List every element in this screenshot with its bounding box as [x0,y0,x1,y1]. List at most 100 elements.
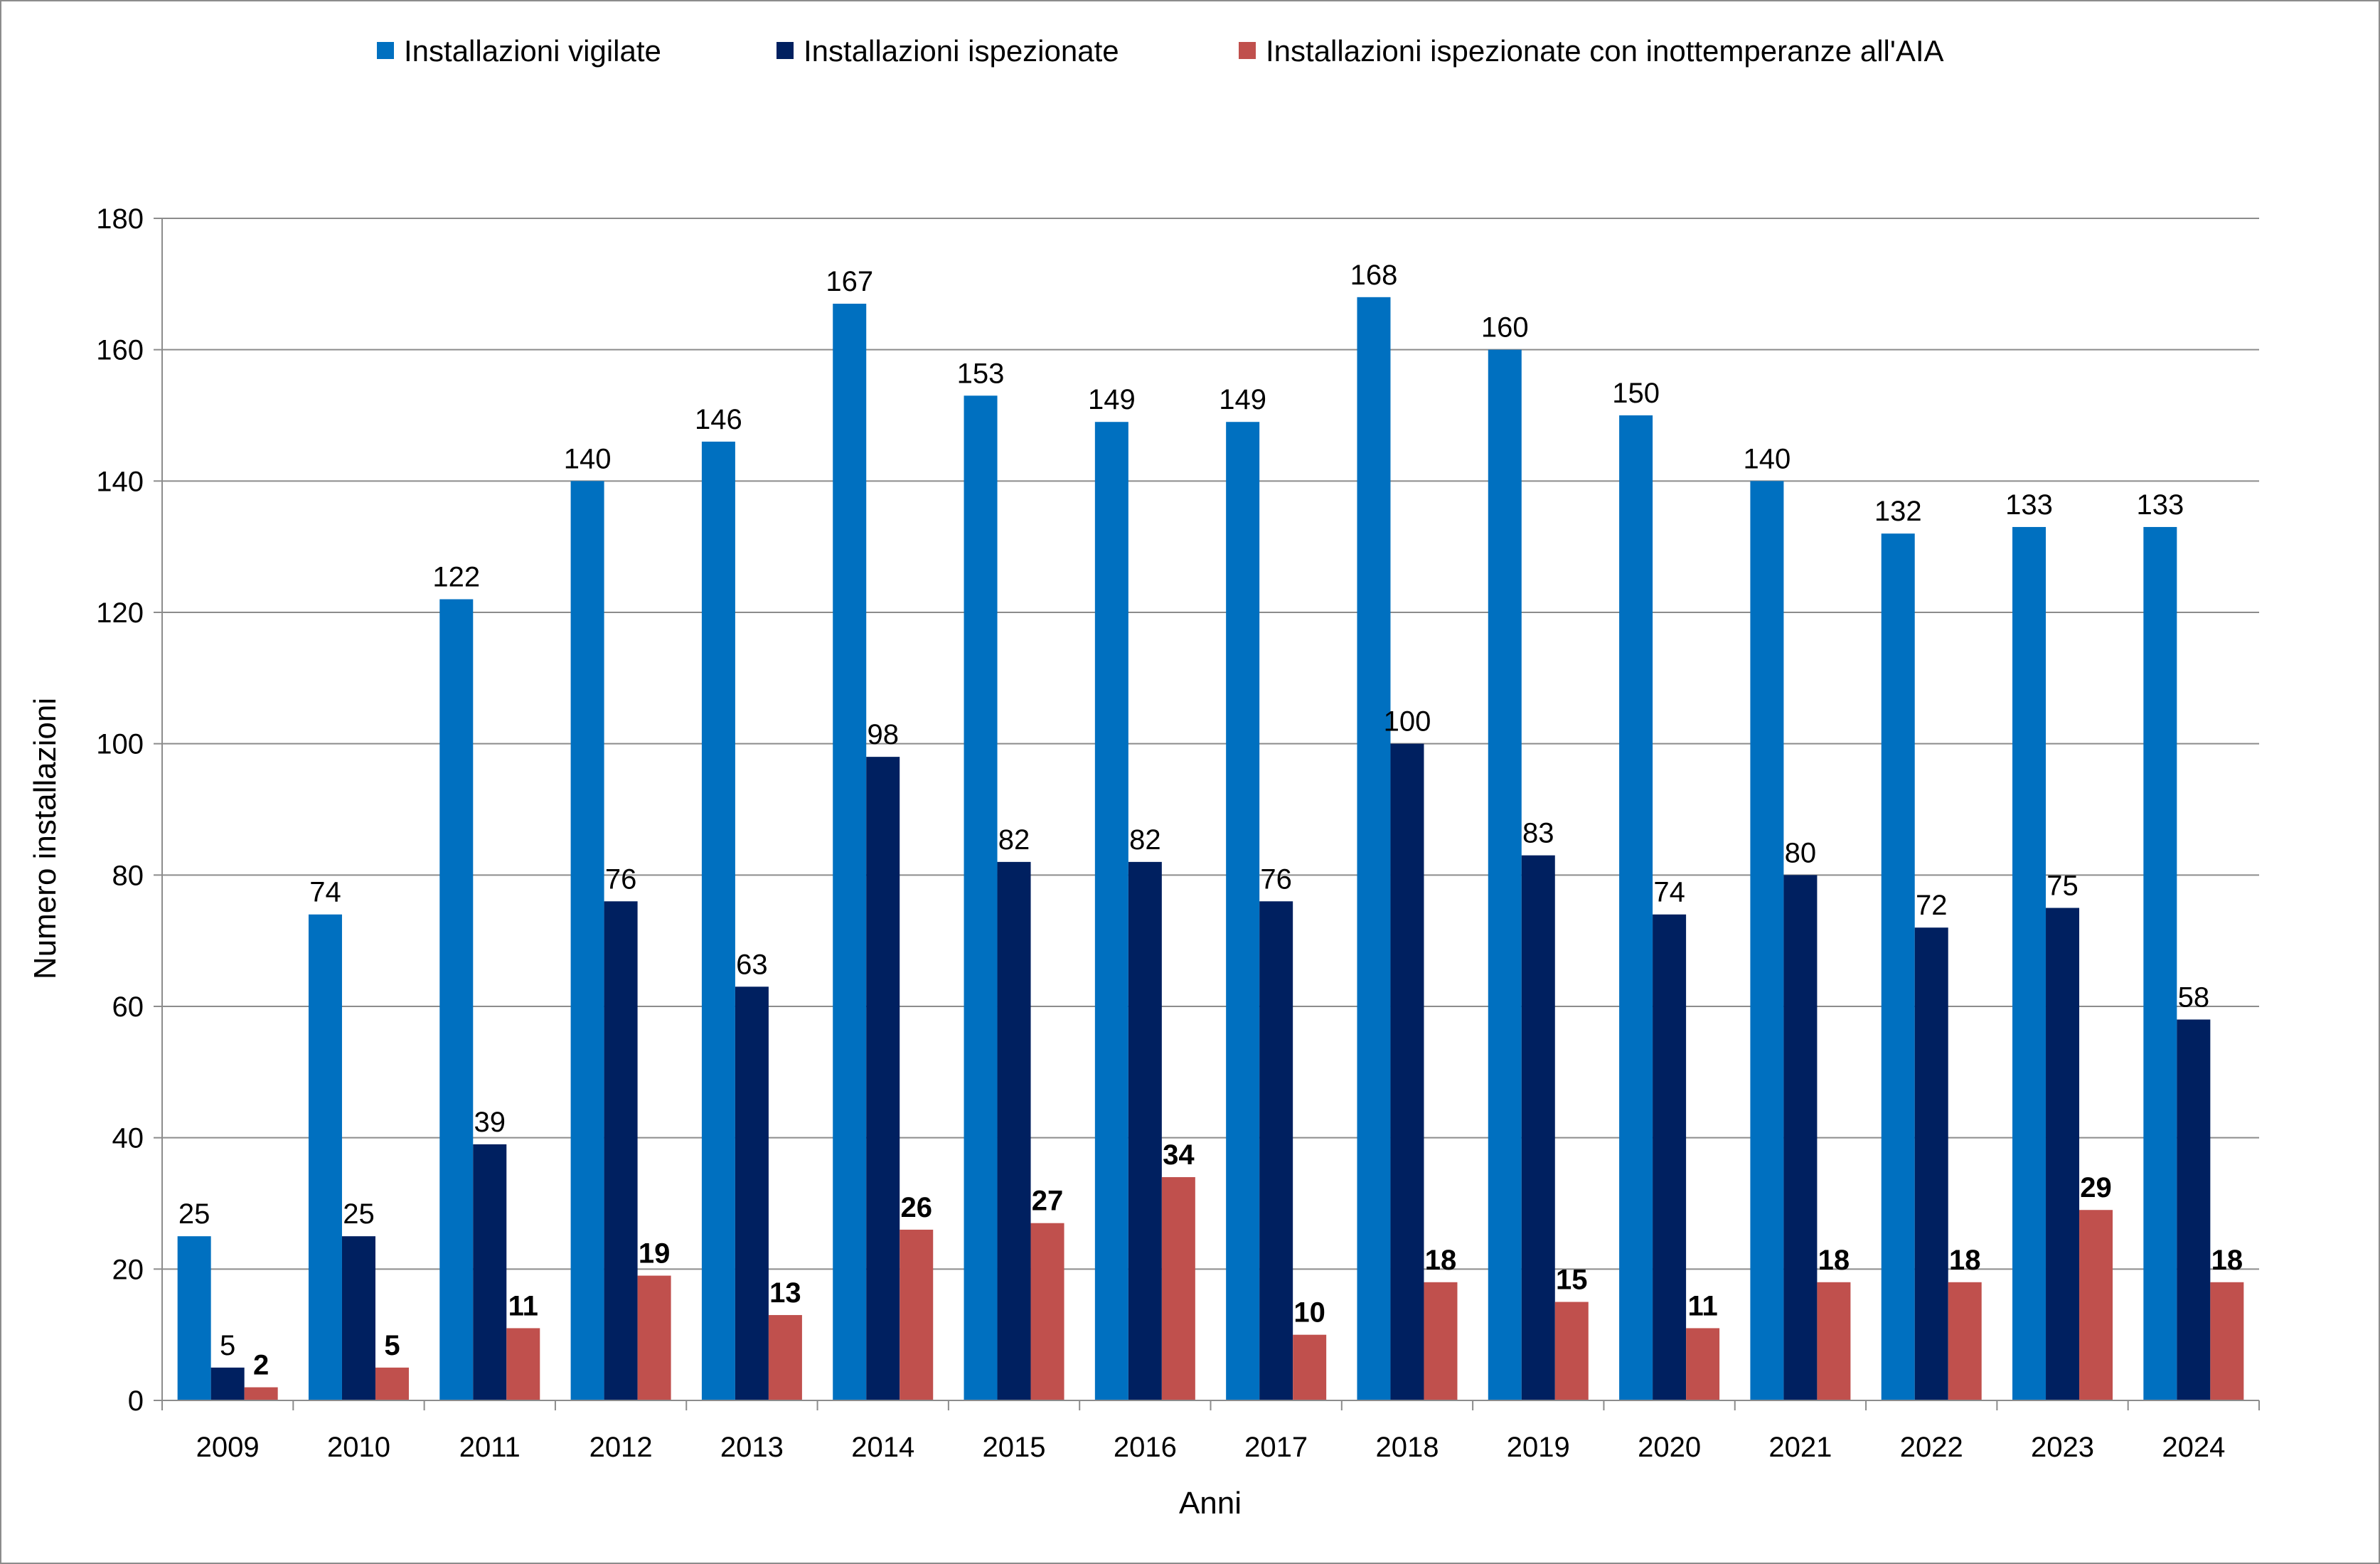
data-label-installazioni-ispezionate-con-inottemperanze-all-aia-2020: 11 [1687,1290,1717,1321]
data-label-installazioni-ispezionate-con-inottemperanze-all-aia-2013: 13 [769,1277,801,1309]
bar-installazioni-ispezionate-con-inottemperanze-all-aia-2019 [1554,1302,1589,1400]
data-labels: 2552742551223911140761914663131679826153… [178,260,2243,1381]
bar-installazioni-ispezionate-2012 [604,901,638,1400]
bar-installazioni-ispezionate-2015 [997,861,1031,1400]
x-axis-title: Anni [1179,1486,1242,1521]
data-label-installazioni-ispezionate-con-inottemperanze-all-aia-2024: 18 [2211,1245,2243,1276]
y-tick-label: 60 [112,991,144,1023]
legend-swatch-inottemperanze [1239,42,1256,59]
bar-installazioni-ispezionate-2019 [1521,855,1555,1400]
bar-installazioni-ispezionate-2017 [1259,901,1293,1400]
data-label-installazioni-ispezionate-2009: 5 [220,1330,235,1361]
x-tick-label-2017: 2017 [1244,1432,1308,1463]
bar-installazioni-vigilate-2010 [308,914,342,1400]
bar-installazioni-vigilate-2014 [833,304,867,1400]
x-tick-label-2020: 2020 [1638,1432,1701,1463]
x-tick-label-2009: 2009 [196,1432,260,1463]
bar-installazioni-ispezionate-2013 [735,986,769,1400]
data-label-installazioni-ispezionate-2024: 58 [2178,982,2210,1013]
legend-swatch-ispezionate [777,42,794,59]
bar-installazioni-vigilate-2019 [1488,349,1522,1401]
y-tick-label: 80 [112,860,144,891]
x-tick-label-2010: 2010 [327,1432,390,1463]
data-label-installazioni-vigilate-2018: 168 [1350,260,1398,291]
bar-installazioni-ispezionate-2009 [210,1367,245,1400]
bar-installazioni-ispezionate-con-inottemperanze-all-aia-2023 [2079,1210,2113,1400]
bar-installazioni-vigilate-2015 [964,395,998,1400]
data-label-installazioni-ispezionate-2023: 75 [2047,871,2079,902]
x-tick-label-2014: 2014 [851,1432,914,1463]
bar-installazioni-ispezionate-con-inottemperanze-all-aia-2013 [768,1314,802,1400]
data-label-installazioni-vigilate-2024: 133 [2136,489,2184,521]
bar-installazioni-ispezionate-2020 [1653,914,1687,1400]
data-label-installazioni-ispezionate-con-inottemperanze-all-aia-2011: 11 [508,1290,538,1321]
bar-installazioni-ispezionate-con-inottemperanze-all-aia-2017 [1293,1334,1327,1400]
bar-installazioni-ispezionate-con-inottemperanze-all-aia-2016 [1161,1177,1195,1400]
legend-swatch-vigilate [377,42,394,59]
data-label-installazioni-vigilate-2010: 74 [309,877,341,908]
data-label-installazioni-ispezionate-con-inottemperanze-all-aia-2009: 2 [253,1350,269,1381]
data-label-installazioni-ispezionate-2021: 80 [1785,837,1817,868]
data-label-installazioni-ispezionate-con-inottemperanze-all-aia-2019: 15 [1556,1265,1588,1296]
bar-installazioni-vigilate-2024 [2143,526,2177,1400]
x-tick-label-2012: 2012 [589,1432,653,1463]
y-tick-label: 120 [96,597,144,629]
bar-installazioni-ispezionate-2010 [341,1236,375,1400]
bar-installazioni-ispezionate-2024 [2177,1019,2211,1400]
data-label-installazioni-ispezionate-2014: 98 [867,719,899,750]
y-axis-title: Numero installazioni [28,698,63,979]
x-tick-label-2023: 2023 [2031,1432,2094,1463]
x-tick-label-2022: 2022 [1900,1432,1963,1463]
x-tick-label-2019: 2019 [1507,1432,1570,1463]
bar-installazioni-ispezionate-con-inottemperanze-all-aia-2022 [1948,1282,1982,1400]
data-label-installazioni-vigilate-2023: 133 [2005,489,2053,521]
x-tick-labels: 2009 2010 2011 2012 2013 2014 2015 2016 2017 2018… [196,1432,2226,1463]
data-label-installazioni-ispezionate-2013: 63 [736,949,768,980]
bar-installazioni-ispezionate-con-inottemperanze-all-aia-2020 [1686,1328,1720,1400]
bar-installazioni-vigilate-2009 [177,1236,211,1400]
data-label-installazioni-vigilate-2012: 140 [564,443,612,474]
data-label-installazioni-vigilate-2022: 132 [1874,496,1922,527]
data-label-installazioni-ispezionate-2022: 72 [1916,890,1948,921]
data-label-installazioni-ispezionate-con-inottemperanze-all-aia-2017: 10 [1293,1297,1325,1329]
data-label-installazioni-ispezionate-con-inottemperanze-all-aia-2023: 29 [2080,1172,2112,1203]
data-label-installazioni-ispezionate-con-inottemperanze-all-aia-2022: 18 [1949,1245,1981,1276]
bar-installazioni-ispezionate-2023 [2046,908,2080,1400]
y-tick-label: 20 [112,1254,144,1285]
y-tick-label: 140 [96,466,144,497]
y-tick-label: 160 [96,335,144,366]
y-tick-label: 180 [96,203,144,235]
data-label-installazioni-vigilate-2016: 149 [1088,384,1136,415]
data-label-installazioni-vigilate-2017: 149 [1219,384,1266,415]
data-label-installazioni-ispezionate-2020: 74 [1653,877,1685,908]
bar-installazioni-ispezionate-2016 [1128,861,1162,1400]
data-label-installazioni-ispezionate-2018: 100 [1384,706,1431,738]
bar-installazioni-vigilate-2021 [1750,481,1784,1401]
y-tick-labels: 0 20 40 60 80 100 120 140 160 180 [96,203,144,1417]
x-tick-label-2018: 2018 [1375,1432,1439,1463]
data-label-installazioni-vigilate-2020: 150 [1612,378,1660,409]
data-label-installazioni-vigilate-2014: 167 [826,266,873,297]
data-label-installazioni-vigilate-2011: 122 [432,562,480,593]
x-tick-label-2015: 2015 [983,1432,1046,1463]
data-label-installazioni-ispezionate-2010: 25 [343,1198,375,1230]
bar-installazioni-ispezionate-2022 [1914,927,1948,1400]
data-label-installazioni-ispezionate-con-inottemperanze-all-aia-2012: 19 [639,1238,671,1270]
bar-installazioni-ispezionate-con-inottemperanze-all-aia-2014 [900,1229,934,1400]
bar-installazioni-ispezionate-2011 [473,1144,507,1400]
data-label-installazioni-ispezionate-2017: 76 [1260,863,1292,895]
y-tick-label: 0 [128,1385,144,1417]
bars [177,297,2244,1401]
bar-installazioni-ispezionate-2014 [866,757,900,1400]
x-tick-label-2013: 2013 [720,1432,784,1463]
data-label-installazioni-vigilate-2013: 146 [695,404,742,435]
bar-installazioni-ispezionate-con-inottemperanze-all-aia-2018 [1424,1282,1458,1400]
data-label-installazioni-ispezionate-con-inottemperanze-all-aia-2018: 18 [1425,1245,1457,1276]
bar-installazioni-vigilate-2012 [570,481,604,1401]
bar-installazioni-ispezionate-2018 [1390,743,1424,1400]
data-label-installazioni-ispezionate-con-inottemperanze-all-aia-2015: 27 [1032,1186,1064,1217]
bar-installazioni-vigilate-2023 [2012,526,2047,1400]
data-label-installazioni-ispezionate-con-inottemperanze-all-aia-2021: 18 [1818,1245,1850,1276]
data-label-installazioni-ispezionate-2016: 82 [1129,824,1161,856]
bar-installazioni-vigilate-2016 [1094,422,1128,1400]
